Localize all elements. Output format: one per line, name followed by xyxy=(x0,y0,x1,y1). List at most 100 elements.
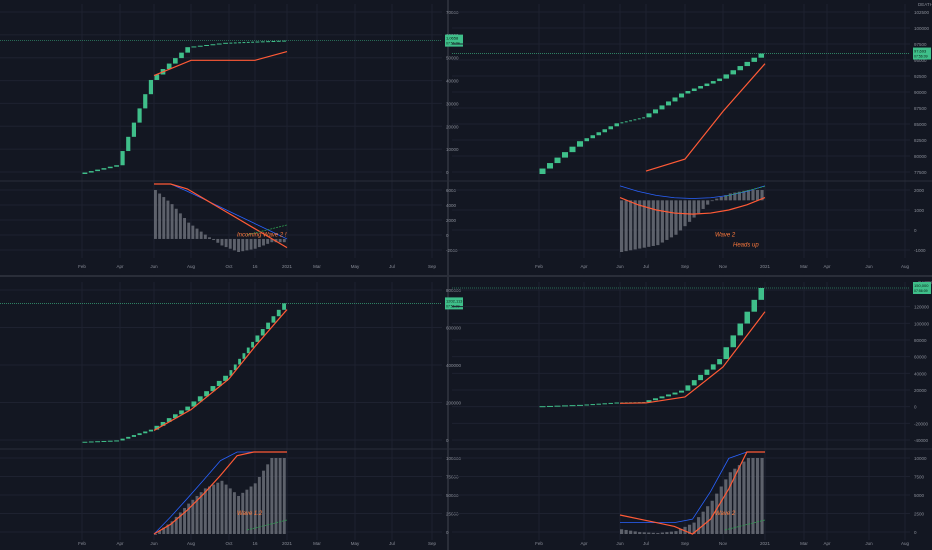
pane-bottom-left-candle xyxy=(242,353,246,359)
pane-top-left-candle xyxy=(246,41,250,43)
pane-bottom-left-histogram-bar xyxy=(232,492,236,534)
pane-bottom-left-annotation: Wave 1.2 xyxy=(237,511,263,517)
pane-bottom-left-y-tick: 600000 xyxy=(446,326,462,331)
pane-top-left-candle xyxy=(255,41,260,43)
pane-bottom-left-histogram-bar xyxy=(178,512,182,534)
pane-top-left-candle xyxy=(223,42,228,44)
pane-top-right-y-tick: 92500 xyxy=(914,74,927,79)
pane-bottom-right-histogram-bar xyxy=(620,529,624,534)
pane-bottom-right-candle xyxy=(590,404,595,406)
pane-top-left-candle xyxy=(107,166,113,169)
pane-bottom-right-annotation: Wave 2 xyxy=(715,511,736,517)
pane-top-left-candle xyxy=(173,58,178,64)
pane-top-right-histogram-bar xyxy=(687,200,692,222)
pane-top-right-candle xyxy=(614,123,619,127)
pane-top-left-annotation: Incoming Wave 2 ! xyxy=(237,233,287,239)
pane-top-right-candle xyxy=(744,61,750,67)
pane-top-right-y-tick: 87500 xyxy=(914,106,927,111)
pane-bottom-left-candle xyxy=(160,421,166,426)
pane-bottom-right-candle xyxy=(602,403,607,405)
pane-top-right-annotation: Wave 2 xyxy=(715,233,736,239)
pane-top-left-y-tick: 50000 xyxy=(446,56,459,61)
pane-bottom-left-histogram-bar xyxy=(245,489,249,534)
pane-top-right-candle xyxy=(666,101,671,106)
pane-top-left-candle xyxy=(204,44,209,46)
pane-bottom-right-histogram-bar xyxy=(742,461,746,534)
pane-top-right-candle xyxy=(679,93,684,98)
pane-bottom-left-candle xyxy=(154,425,160,430)
pane-bottom-left-histogram-bar xyxy=(216,482,220,534)
pane-bottom-right-y-tick: 0 xyxy=(914,405,917,410)
pane-bottom-left-histogram-bar xyxy=(257,477,261,534)
pane-top-left-histogram-bar xyxy=(178,213,182,239)
pane-bottom-left-histogram-bar xyxy=(195,496,199,534)
pane-bottom-left-histogram-bar xyxy=(278,458,282,534)
pane-top-left-candle xyxy=(266,41,270,43)
pane-top-left-candle xyxy=(216,43,222,45)
pane-top-right-histogram-bar xyxy=(728,193,732,201)
pane-bottom-left-histogram-bar xyxy=(208,486,211,534)
pane-bottom-left-histogram-bar xyxy=(270,458,274,534)
pane-top-left-x-tick: Aug xyxy=(187,264,196,269)
pane-top-left-x-tick: Feb xyxy=(78,264,86,269)
pane-bottom-left-histogram-bar xyxy=(224,484,228,534)
pane-bottom-right-candle xyxy=(569,405,576,407)
pane-bottom-left-histogram-bar xyxy=(183,508,187,534)
pane-bottom-right-histogram-bar xyxy=(678,529,683,534)
pane-top-left-histogram-bar xyxy=(257,238,261,248)
pane-top-right-histogram-bar xyxy=(642,200,646,248)
pane-bottom-right-histogram-bar xyxy=(665,532,669,534)
pane-top-left-candle xyxy=(148,79,153,95)
pane-bottom-left-candle xyxy=(197,396,203,402)
pane-bottom-right-histogram-bar xyxy=(728,472,732,534)
pane-bottom-right-y-tick: -20000 xyxy=(914,421,929,426)
pane-bottom-left-ind-y-tick: 0 xyxy=(446,530,449,535)
pane-bottom-left-histogram-bar xyxy=(187,503,191,534)
pane-top-left-y-tick: 40000 xyxy=(446,79,459,84)
pane-bottom-left-candle xyxy=(233,364,237,371)
pane-bottom-right-candle xyxy=(554,405,561,407)
pane-bottom-left-x-tick: Apr xyxy=(116,541,124,546)
pane-top-left-x-tick: Oct xyxy=(225,264,233,269)
pane-bottom-right-candle xyxy=(577,404,583,406)
pane-top-right-candle xyxy=(704,83,710,87)
pane-bottom-left-candle xyxy=(131,435,136,437)
pane-top-right-candle xyxy=(624,121,628,123)
pane-bottom-left-candle xyxy=(223,375,228,381)
pane-bottom-right-x-tick: Apr xyxy=(823,541,831,546)
pane-bottom-right-histogram-bar xyxy=(733,468,737,534)
pane-bottom-right-candle xyxy=(596,403,601,405)
pane-top-left-candle xyxy=(95,169,100,172)
pane-bottom-right-candle xyxy=(646,400,652,403)
pane-bottom-left-candle xyxy=(173,414,178,419)
pane-top-left-trend-line xyxy=(246,224,288,236)
pane-top-right-histogram-bar xyxy=(651,200,655,246)
pane-bottom-right-candle xyxy=(659,396,665,399)
pane-bottom-left-candle xyxy=(143,431,148,434)
pane-top-right-y-tick: 77500 xyxy=(914,170,927,175)
pane-bottom-right-x-tick: Apr xyxy=(580,541,588,546)
pane-top-right-annotation-2: Heads up xyxy=(733,243,759,249)
pane-bottom-left-candle xyxy=(216,380,222,387)
pane-top-right-axis-header: DEATHS xyxy=(918,2,932,7)
pane-top-right-histogram-bar xyxy=(674,200,678,235)
pane-top-right-candle xyxy=(577,141,583,147)
pane-bottom-left-candle xyxy=(179,410,184,415)
pane-bottom-left-candle xyxy=(185,406,190,411)
pane-top-left-candle xyxy=(229,42,233,44)
pane-bottom-right-candle xyxy=(685,385,691,391)
pane-top-right-price-label-time: 07:56:09 xyxy=(914,55,928,59)
pane-top-right-ind-y-tick: 0 xyxy=(914,228,917,233)
pane-top-left-candle xyxy=(154,74,160,80)
pane-top-right-candle xyxy=(547,163,553,169)
pane-top-left-histogram-bar xyxy=(195,228,199,239)
pane-bottom-right-x-tick: Sep xyxy=(681,541,690,546)
pane-bottom-right-ind-y-tick: 2500 xyxy=(914,512,925,517)
pane-top-right-candle xyxy=(596,132,601,136)
pane-top-left-histogram-bar xyxy=(154,190,157,239)
pane-top-right-histogram-bar xyxy=(697,200,701,214)
pane-top-right-ind-y-tick: 1000 xyxy=(914,208,925,213)
pane-top-right-y-tick: 100000 xyxy=(914,26,930,31)
pane-bottom-right-candle xyxy=(751,299,757,312)
